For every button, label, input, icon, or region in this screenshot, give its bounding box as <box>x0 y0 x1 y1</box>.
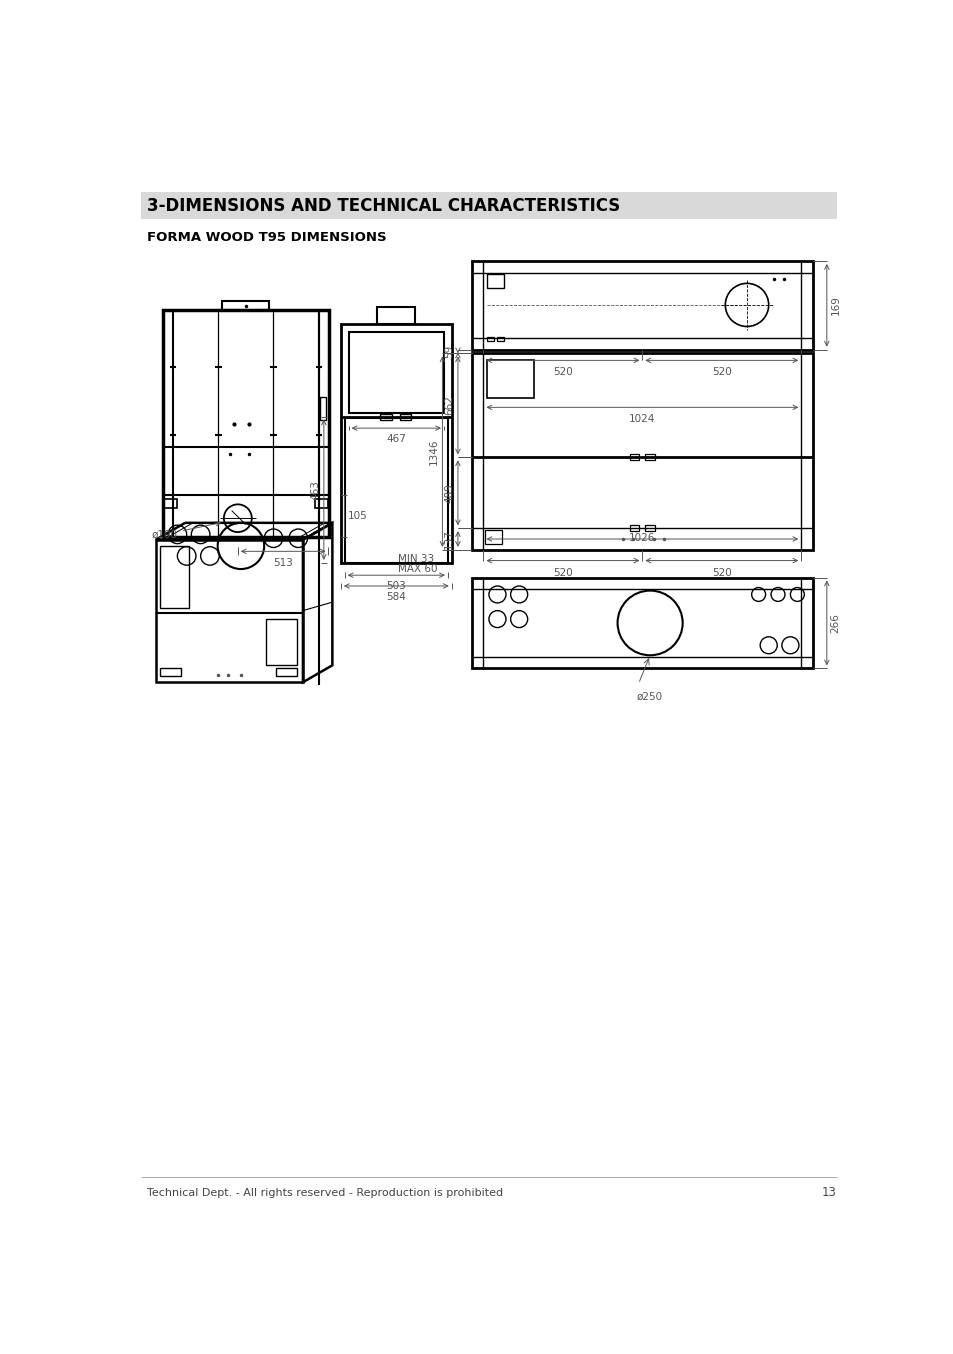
Text: ø100: ø100 <box>152 521 220 539</box>
Bar <box>344 418 447 563</box>
Bar <box>222 301 269 310</box>
Text: FORMA WOOD T95 DIMENSIONS: FORMA WOOD T95 DIMENSIONS <box>147 232 386 245</box>
Text: 1346: 1346 <box>428 439 438 464</box>
Text: 463: 463 <box>310 479 319 500</box>
Bar <box>159 669 181 676</box>
Text: 662: 662 <box>443 395 454 416</box>
Text: 503: 503 <box>386 581 406 592</box>
Bar <box>486 337 494 341</box>
Text: 520: 520 <box>553 367 572 378</box>
Bar <box>141 192 836 219</box>
Bar <box>314 500 328 508</box>
Bar <box>645 525 654 531</box>
Text: 1026: 1026 <box>629 533 655 543</box>
Bar <box>486 274 503 288</box>
Text: 105: 105 <box>348 512 367 521</box>
Text: 520: 520 <box>553 567 572 578</box>
Text: 13: 13 <box>821 1186 836 1200</box>
Bar <box>484 529 501 543</box>
Text: 513: 513 <box>273 558 293 569</box>
Text: MAX 60: MAX 60 <box>397 563 437 574</box>
Bar <box>487 360 534 398</box>
Text: 137: 137 <box>443 529 454 548</box>
Bar <box>497 337 504 341</box>
Bar <box>266 619 296 665</box>
Text: Technical Dept. - All rights reserved - Reproduction is prohibited: Technical Dept. - All rights reserved - … <box>147 1187 503 1198</box>
Bar <box>275 669 297 676</box>
Text: 467: 467 <box>386 433 406 444</box>
Bar <box>348 332 443 413</box>
Bar <box>399 413 411 420</box>
Text: 520: 520 <box>711 367 731 378</box>
Bar <box>472 353 812 550</box>
Text: 3-DIMENSIONS AND TECHNICAL CHARACTERISTICS: 3-DIMENSIONS AND TECHNICAL CHARACTERISTI… <box>147 196 619 214</box>
Text: ø250: ø250 <box>637 692 662 701</box>
Bar <box>340 324 452 563</box>
Text: 1024: 1024 <box>629 413 655 424</box>
Bar <box>163 500 177 508</box>
Text: 520: 520 <box>711 567 731 578</box>
Bar <box>380 413 392 420</box>
Bar <box>376 307 415 324</box>
Text: 59: 59 <box>443 345 454 359</box>
Bar <box>159 546 189 608</box>
Bar <box>163 310 328 538</box>
Text: 266: 266 <box>830 613 840 632</box>
Bar <box>319 397 326 420</box>
Bar <box>645 455 654 460</box>
Bar <box>155 540 303 682</box>
Bar <box>629 525 639 531</box>
Bar <box>472 261 812 349</box>
Bar <box>472 578 812 669</box>
Text: 584: 584 <box>386 592 406 603</box>
Bar <box>629 455 639 460</box>
Text: MIN 33: MIN 33 <box>397 554 434 563</box>
Text: 169: 169 <box>830 295 840 315</box>
Text: 489: 489 <box>443 483 454 502</box>
